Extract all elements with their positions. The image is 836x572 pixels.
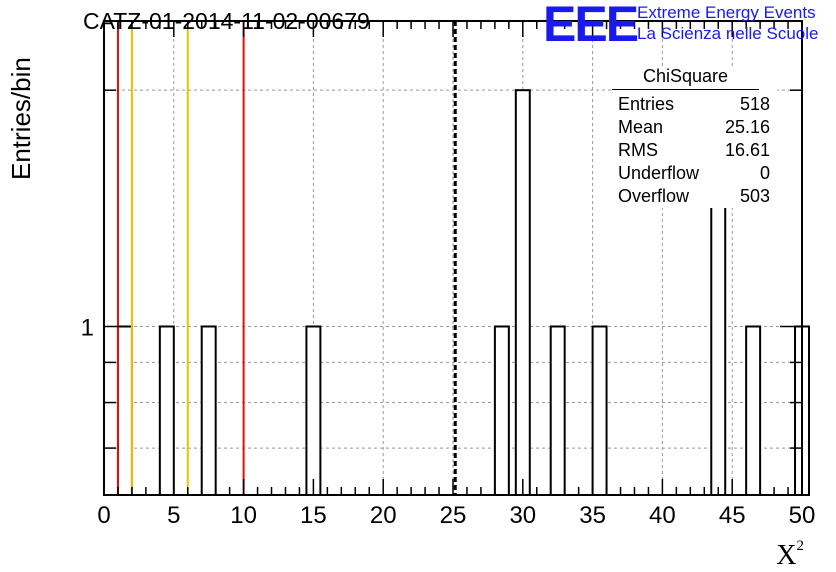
x-tick-label: 30: [509, 502, 536, 529]
x-tick-label: 50: [789, 502, 816, 529]
x-tick-label: 5: [167, 502, 180, 529]
x-tick-label: 35: [579, 502, 606, 529]
logo-text-line1: Extreme Energy Events: [637, 3, 816, 22]
stats-label: Mean: [618, 117, 664, 137]
histogram-bar: [745, 325, 762, 497]
chart-title: CATZ-01-2014-11-02-00679: [83, 8, 370, 34]
stats-label: RMS: [618, 140, 658, 160]
x-axis-label-superscript: 2: [796, 538, 805, 554]
histogram-bar: [514, 89, 531, 497]
logo-text-line2: La Scienza nelle Scuole: [637, 24, 819, 43]
stats-row-entries: Entries 518: [612, 93, 777, 116]
x-axis-label: X2: [776, 538, 804, 572]
stats-row-overflow: Overflow 503: [612, 185, 777, 208]
threshold-lines: [116, 21, 457, 495]
stats-value: 25.16: [724, 117, 770, 137]
histogram-bar: [200, 325, 217, 497]
histogram-bar: [116, 325, 133, 497]
stats-row-rms: RMS 16.61: [612, 139, 777, 162]
stats-value: 16.61: [724, 140, 770, 160]
x-tick-label: 20: [370, 502, 397, 529]
stats-box: ChiSquare Entries 518 Mean 25.16 RMS 16.…: [612, 66, 777, 208]
y-tick-label: 1: [81, 314, 94, 341]
x-tick-label: 25: [440, 502, 467, 529]
stats-value: 503: [739, 186, 770, 206]
stats-label: Overflow: [618, 186, 690, 206]
stats-row-underflow: Underflow 0: [612, 162, 777, 185]
histogram-bar: [305, 325, 322, 497]
y-axis-label: Entries/bin: [6, 57, 36, 180]
stats-value: 518: [739, 94, 770, 114]
axis-ticks: [103, 21, 803, 495]
stats-value: 0: [759, 163, 770, 183]
x-tick-label: 0: [97, 502, 110, 529]
stats-row-mean: Mean 25.16: [612, 116, 777, 139]
stats-title: ChiSquare: [612, 66, 759, 90]
x-axis-label-base: X: [776, 540, 797, 571]
tick-labels: 0 5 10 15 20 25 30 35 40 45 50 1: [81, 314, 816, 529]
stats-label: Entries: [618, 94, 675, 114]
stats-label: Underflow: [618, 163, 700, 183]
histogram-bar: [549, 325, 566, 497]
histogram-bar: [158, 325, 175, 497]
x-tick-label: 10: [230, 502, 257, 529]
x-tick-label: 40: [649, 502, 676, 529]
eee-logo: EEE: [543, 0, 639, 52]
histogram-bar: [493, 325, 510, 497]
x-tick-label: 45: [719, 502, 746, 529]
histogram-bar: [591, 325, 608, 497]
x-tick-label: 15: [300, 502, 327, 529]
